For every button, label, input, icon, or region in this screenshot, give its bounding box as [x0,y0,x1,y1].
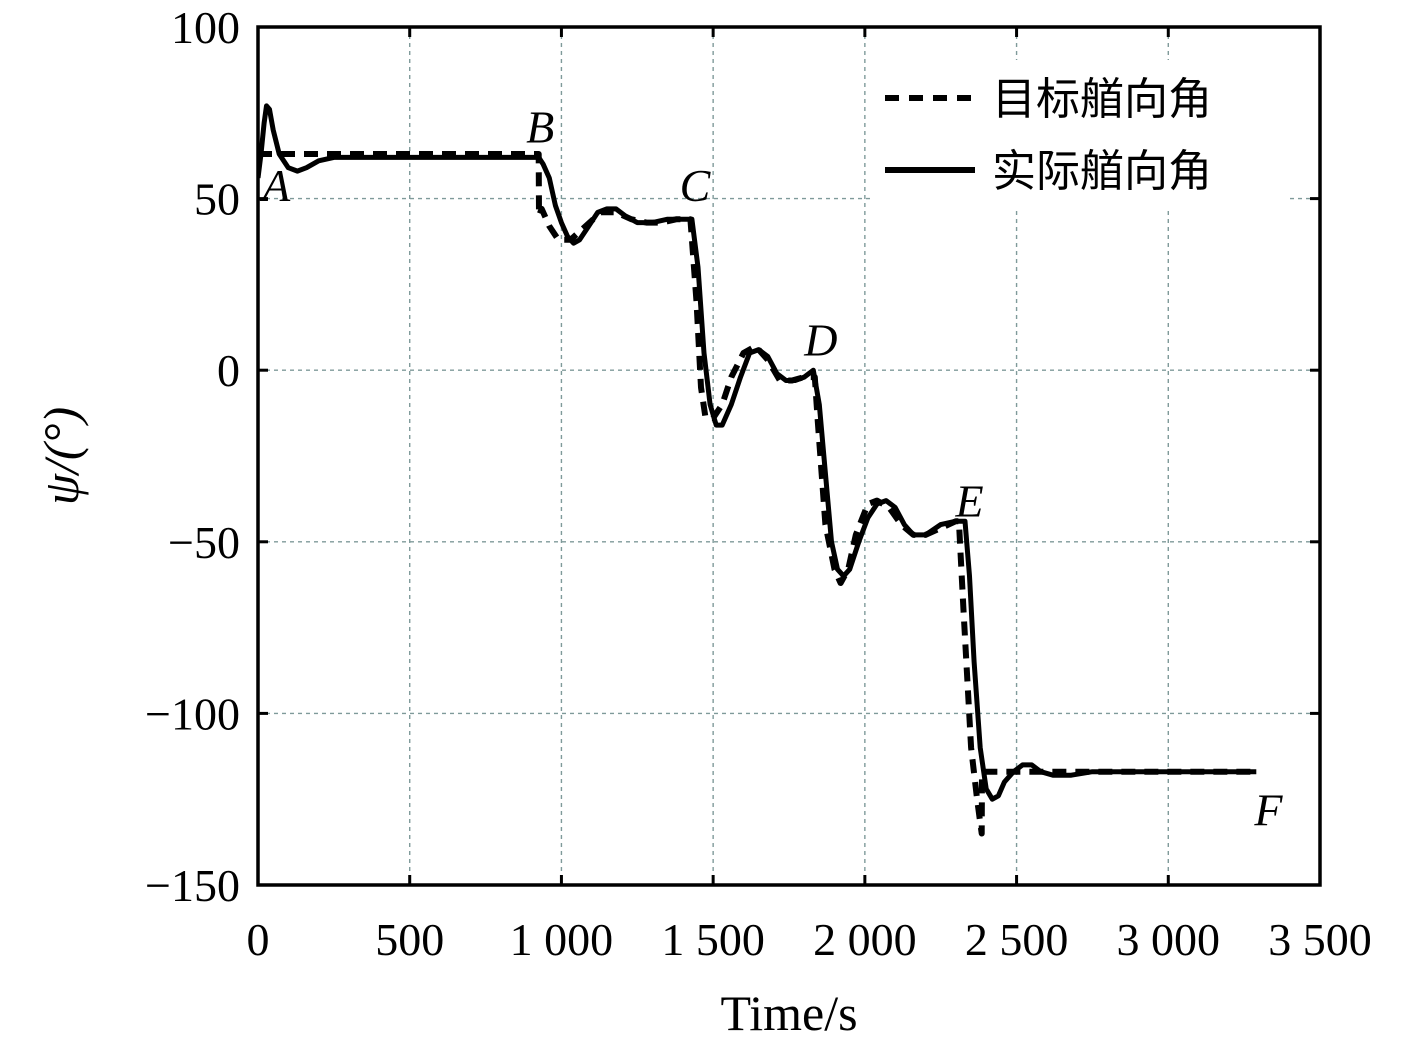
series-line-1 [258,103,1257,802]
y-tick-labels: 100 50 0 −50 −100 −150 [145,2,240,911]
x-tick-label-2: 1 000 [510,914,614,965]
legend-label-actual: 实际艏向角 [992,146,1212,197]
x-tick-label-4: 2 000 [813,914,917,965]
x-tick-label-1: 500 [375,914,444,965]
y-tick-label-3: −50 [168,517,240,568]
point-label-e: E [954,476,983,527]
y-tick-label-0: 100 [171,2,240,53]
y-tick-label-4: −100 [145,688,240,739]
x-tick-label-6: 3 000 [1117,914,1221,965]
x-tick-label-3: 1 500 [661,914,765,965]
y-axis-title: ψ/(°) [33,407,89,505]
legend-label-target: 目标艏向角 [992,74,1212,125]
y-tick-label-5: −150 [145,860,240,911]
x-tick-label-7: 3 500 [1268,914,1372,965]
series-line-0 [258,151,1257,837]
y-tick-label-2: 0 [217,345,240,396]
x-axis-title: Time/s [720,985,857,1041]
point-label-d: D [803,314,837,365]
x-tick-label-5: 2 500 [965,914,1069,965]
point-label-f: F [1253,784,1283,835]
legend-background [870,60,1290,210]
grid-lines [258,27,1320,885]
series-lines [258,103,1257,837]
point-label-a: A [259,160,291,211]
legend: 目标艏向角 实际艏向角 [870,60,1290,210]
plot-frame [256,25,1322,887]
x-tick-label-0: 0 [247,914,270,965]
point-label-b: B [526,102,554,153]
x-tick-labels: 0 500 1 000 1 500 2 000 2 500 3 000 3 500 [247,914,1372,965]
y-tick-label-1: 50 [194,174,240,225]
point-label-c: C [680,160,712,211]
point-annotations: A B C D E F [259,102,1283,836]
plot-border [256,25,1322,887]
